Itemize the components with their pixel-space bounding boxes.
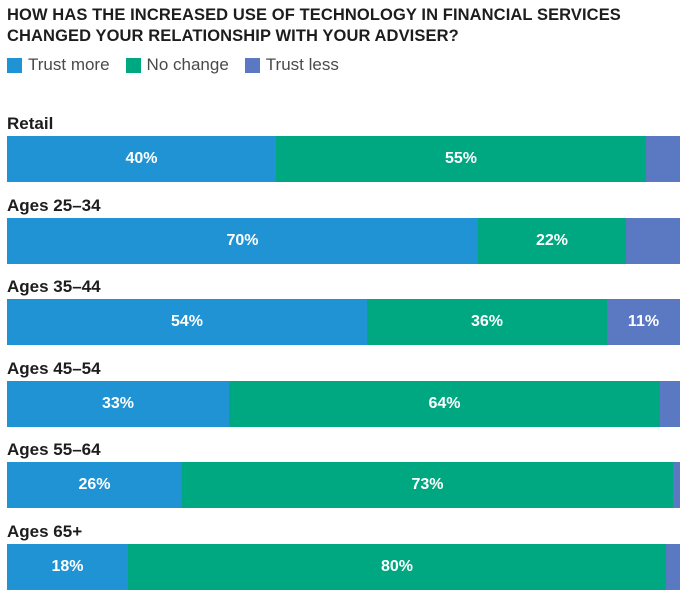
bar-segment-no-change-ages-45-54: 64%	[229, 380, 660, 427]
legend-item-trust-less: Trust less	[244, 55, 339, 75]
data-label-trust-more-ages-35-44: 54%	[170, 313, 204, 330]
data-label-trust-more-ages-65: 18%	[51, 557, 84, 575]
data-label-trust-more-ages-55-64: 26%	[78, 476, 111, 493]
data-label-no-change-ages-35-44: 36%	[470, 313, 504, 330]
chart-title-line-1: HOW HAS THE INCREASED USE OF TECHNOLOGY …	[7, 6, 621, 24]
bar-ages-65: 18% 80%	[7, 543, 680, 590]
bar-segment-no-change-ages-65: 80%	[128, 543, 666, 590]
bar-segment-trust-more-ages-25-34: 70%	[7, 217, 478, 264]
legend-label-trust-more: Trust more	[28, 55, 110, 74]
category-label-ages-35-44: Ages 35–44	[7, 277, 101, 296]
bar-segment-trust-more-ages-35-44: 54%	[7, 299, 367, 345]
bar-segment-no-change-retail: 55%	[276, 136, 646, 182]
data-label-no-change-ages-65: 80%	[380, 557, 414, 575]
bar-segment-trust-less-retail	[646, 136, 680, 182]
category-label-retail: Retail	[7, 114, 54, 133]
category-label-ages-65: Ages 65+	[7, 521, 83, 541]
data-label-no-change-ages-45-54: 64%	[428, 394, 461, 412]
data-label-trust-more-ages-25-34: 70%	[226, 231, 259, 249]
bar-ages-55-64: 26% 73%	[7, 462, 680, 508]
category-label-ages-55-64: Ages 55–64	[7, 440, 101, 459]
bar-segment-trust-more-retail: 40%	[7, 136, 276, 182]
bar-segment-no-change-ages-55-64: 73%	[182, 462, 673, 508]
legend-item-no-change: No change	[125, 55, 229, 75]
bar-segment-trust-less-ages-25-34	[626, 217, 680, 264]
bar-ages-25-34: 70% 22%	[7, 217, 680, 264]
bar-segment-no-change-ages-35-44: 36%	[367, 299, 607, 345]
bar-segment-trust-less-ages-55-64	[673, 462, 680, 508]
bar-segment-trust-less-ages-35-44: 11%	[607, 299, 680, 345]
bar-segment-no-change-ages-25-34: 22%	[478, 217, 626, 264]
bar-ages-45-54: 33% 64%	[7, 380, 680, 427]
legend-item-trust-more: Trust more	[7, 55, 110, 75]
data-label-no-change-retail: 55%	[444, 150, 478, 167]
data-label-no-change-ages-25-34: 22%	[535, 231, 569, 249]
category-label-ages-45-54: Ages 45–54	[7, 358, 101, 378]
legend-swatch-no-change	[125, 57, 141, 73]
bar-segment-trust-less-ages-45-54	[660, 380, 680, 427]
chart-legend: Trust more No change Trust less	[7, 54, 355, 76]
legend-label-trust-less: Trust less	[265, 55, 339, 74]
legend-swatch-trust-more	[7, 57, 22, 73]
bar-segment-trust-more-ages-45-54: 33%	[7, 380, 229, 427]
category-label-ages-25-34: Ages 25–34	[7, 195, 101, 215]
data-label-trust-more-retail: 40%	[125, 150, 158, 167]
chart-title: HOW HAS THE INCREASED USE OF TECHNOLOGY …	[7, 5, 687, 47]
data-label-trust-more-ages-45-54: 33%	[101, 394, 135, 412]
data-label-trust-less-ages-35-44: 11%	[627, 313, 660, 330]
bar-ages-35-44: 54% 36% 11%	[7, 299, 680, 345]
bar-segment-trust-less-ages-65	[666, 543, 680, 590]
legend-label-no-change: No change	[146, 55, 229, 74]
bar-segment-trust-more-ages-55-64: 26%	[7, 462, 182, 508]
bar-retail: 40% 55%	[7, 136, 680, 182]
data-label-no-change-ages-55-64: 73%	[411, 476, 444, 493]
chart-title-line-2: CHANGED YOUR RELATIONSHIP WITH YOUR ADVI…	[7, 27, 459, 45]
legend-swatch-trust-less	[244, 57, 260, 73]
bar-segment-trust-more-ages-65: 18%	[7, 543, 128, 590]
